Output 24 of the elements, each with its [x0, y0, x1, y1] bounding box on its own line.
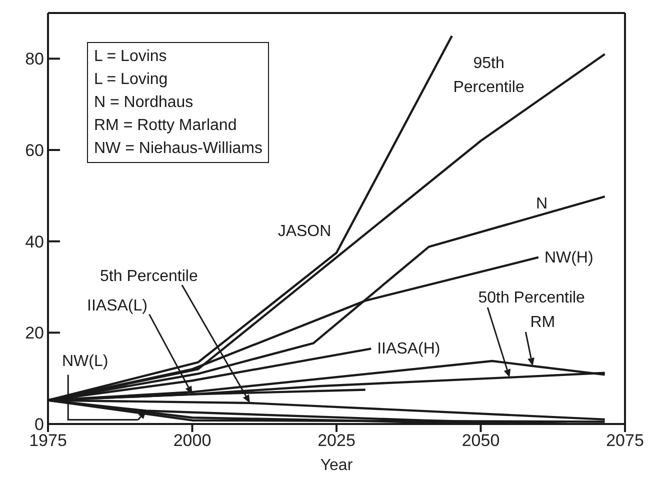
text: 50th Percentile [478, 288, 586, 306]
text: IIASA(L) [87, 296, 148, 314]
series-label: JASON [278, 222, 332, 240]
text: NW(L) [62, 352, 108, 370]
x-tick-label: 2075 [606, 431, 644, 450]
annotation: L = Lovins [94, 47, 168, 67]
y-tick-label: 20 [25, 324, 44, 343]
x-tick-label: 2000 [173, 431, 212, 450]
x-tick-label: 2050 [462, 431, 500, 450]
y-tick-label: 80 [25, 50, 44, 69]
x-axis-title: Year [320, 457, 354, 474]
annotation: N = Nordhaus [94, 93, 194, 113]
text: RM [530, 314, 556, 331]
y-tick-label: 40 [25, 232, 44, 252]
text: 5th Percentile [100, 267, 198, 284]
series-label: N [536, 195, 548, 212]
series-label: IIASA(H) [377, 340, 440, 358]
x-tick-label: 2025 [318, 431, 356, 450]
annotation: RM = Rotty Marland [94, 116, 238, 136]
y-tick-label: 60 [25, 141, 44, 160]
series-label: NW(H) [544, 248, 594, 266]
series-label: 95th Percentile [453, 54, 524, 96]
annotation: L = Loving [94, 70, 169, 90]
annotation: NW = Niehaus-Williams [94, 139, 262, 159]
